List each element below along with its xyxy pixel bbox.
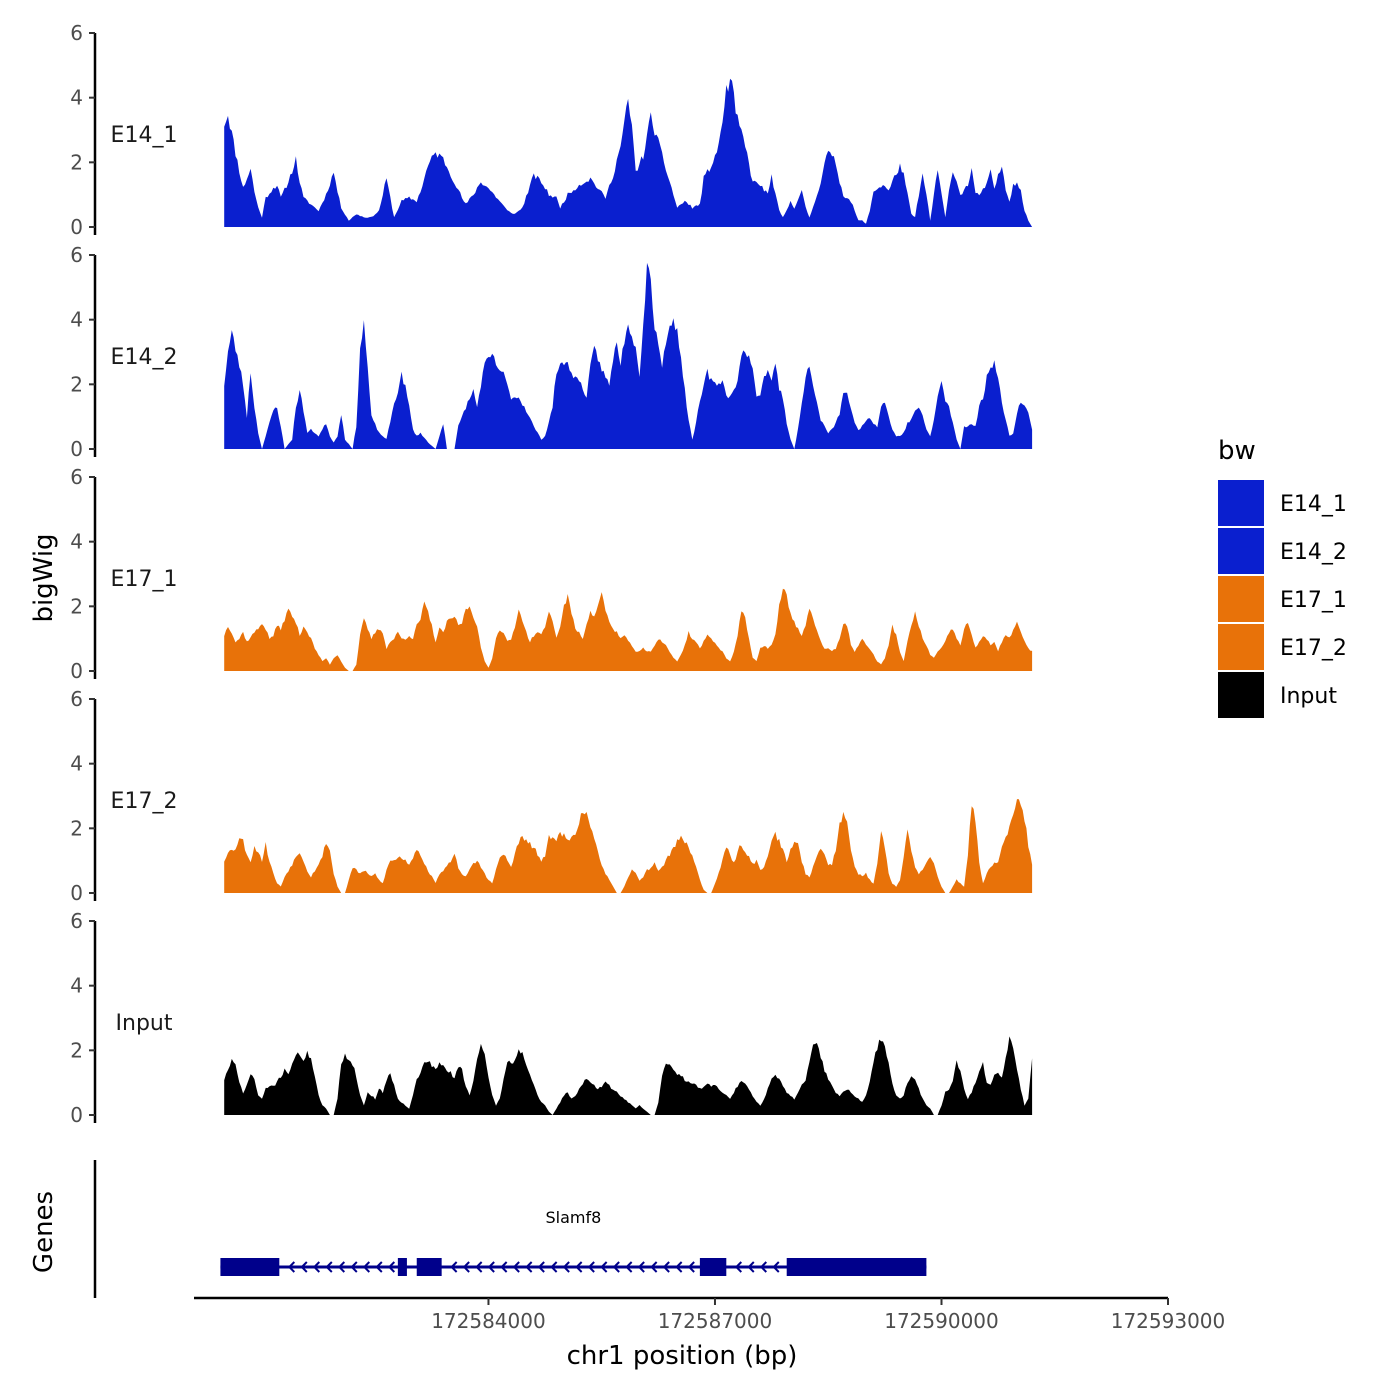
signal-area-E17_1	[224, 588, 1033, 671]
legend-title: bw	[1218, 436, 1256, 466]
track-E17_1: 0 2 4 6 E17_1	[70, 465, 1033, 683]
y-tick-label: 4	[70, 974, 83, 998]
strand-arrow	[512, 1261, 520, 1273]
y-tick-label: 6	[70, 21, 83, 45]
y-tick-label: 6	[70, 465, 83, 489]
track-Input: 0 2 4 6 Input	[70, 909, 1033, 1127]
legend-swatch-E17_1	[1218, 576, 1264, 622]
strand-arrow	[350, 1261, 358, 1273]
legend-label-Input: Input	[1280, 684, 1337, 709]
strand-arrow	[475, 1261, 483, 1273]
track-E14_1: 0 2 4 6 E14_1	[70, 21, 1033, 239]
legend-swatch-E14_2	[1218, 528, 1264, 574]
track-label-E14_1: E14_1	[111, 123, 178, 148]
strand-arrow	[450, 1261, 458, 1273]
genes-axis-title: Genes	[29, 1191, 59, 1273]
strand-arrow	[612, 1261, 620, 1273]
strand-arrow	[687, 1261, 695, 1273]
legend-label-E17_2: E17_2	[1280, 636, 1347, 661]
strand-arrow	[337, 1261, 346, 1273]
x-tick-label: 172584000	[431, 1309, 546, 1333]
y-tick-label: 6	[70, 243, 83, 267]
strand-arrow	[675, 1261, 683, 1273]
signal-area-E14_2	[224, 262, 1033, 449]
strand-arrow	[487, 1261, 495, 1273]
strand-arrow	[362, 1261, 371, 1273]
y-tick-label: 0	[70, 1103, 83, 1127]
y-tick-label: 2	[70, 594, 83, 618]
legend: bw E14_1 E14_2 E17_1 E17_2 Input	[1218, 436, 1347, 718]
gene-track: Slamf8	[93, 1160, 927, 1298]
x-axis-title: chr1 position (bp)	[567, 1341, 798, 1371]
strand-arrow	[387, 1261, 396, 1273]
x-tick-label: 172593000	[1111, 1309, 1226, 1333]
signal-area-Input	[224, 1036, 1033, 1115]
strand-arrow	[600, 1261, 608, 1273]
track-label-E17_1: E17_1	[111, 567, 178, 592]
signal-area-E17_2	[224, 799, 1033, 893]
legend-swatch-E17_2	[1218, 624, 1264, 670]
y-axis-title: bigWig	[29, 533, 59, 622]
y-tick-label: 4	[70, 530, 83, 554]
x-tick-label: 172587000	[658, 1309, 773, 1333]
strand-arrow	[500, 1261, 508, 1273]
legend-swatch-E14_1	[1218, 480, 1264, 526]
legend-label-E14_2: E14_2	[1280, 540, 1347, 565]
strand-arrow	[287, 1261, 296, 1273]
legend-label-E14_1: E14_1	[1280, 492, 1347, 517]
y-tick-label: 2	[70, 150, 83, 174]
strand-arrow	[300, 1261, 308, 1273]
y-tick-label: 0	[70, 881, 83, 905]
strand-arrow	[537, 1261, 545, 1273]
gene-exon	[416, 1258, 442, 1276]
strand-arrow	[562, 1261, 570, 1273]
track-label-Input: Input	[116, 1011, 173, 1036]
strand-arrow	[772, 1261, 780, 1273]
strand-arrow	[575, 1261, 583, 1273]
strand-arrow	[650, 1261, 658, 1273]
gene-name-label: Slamf8	[546, 1208, 602, 1227]
strand-arrow	[734, 1261, 743, 1273]
strand-arrow	[312, 1261, 321, 1273]
y-tick-label: 0	[70, 659, 83, 683]
signal-area-E14_1	[224, 78, 1033, 227]
y-tick-label: 4	[70, 86, 83, 110]
track-E14_2: 0 2 4 6 E14_2	[70, 243, 1033, 461]
legend-label-E17_1: E17_1	[1280, 588, 1347, 613]
strand-arrow	[662, 1261, 670, 1273]
strand-arrow	[375, 1261, 383, 1273]
track-label-E14_2: E14_2	[111, 345, 178, 370]
y-tick-label: 2	[70, 372, 83, 396]
gene-exon	[699, 1258, 727, 1276]
strand-arrow	[587, 1261, 595, 1273]
gene-exon	[220, 1258, 280, 1276]
y-tick-label: 2	[70, 816, 83, 840]
x-tick-label: 172590000	[884, 1309, 999, 1333]
y-tick-label: 4	[70, 752, 83, 776]
y-tick-label: 6	[70, 909, 83, 933]
y-tick-label: 6	[70, 687, 83, 711]
strand-arrow	[325, 1261, 333, 1273]
strand-arrow	[637, 1261, 645, 1273]
y-tick-label: 0	[70, 437, 83, 461]
strand-arrow	[462, 1261, 470, 1273]
track-E17_2: 0 2 4 6 E17_2	[70, 687, 1033, 905]
strand-arrow	[550, 1261, 558, 1273]
gene-exon	[786, 1258, 927, 1276]
gene-exon	[397, 1258, 407, 1276]
x-axis: 172584000 172587000 172590000 172593000	[194, 1296, 1226, 1333]
y-tick-label: 2	[70, 1038, 83, 1062]
track-label-E17_2: E17_2	[111, 789, 178, 814]
strand-arrow	[759, 1261, 768, 1273]
strand-arrow	[525, 1261, 533, 1273]
y-tick-label: 4	[70, 308, 83, 332]
y-tick-label: 0	[70, 215, 83, 239]
legend-swatch-Input	[1218, 672, 1264, 718]
tracks-layer: 0 2 4 6 E14_1 0 2 4 6 E14_2 0 2 4 6 E17_1 0 2 4 6 E17_2 0 2 4 6…	[70, 21, 1033, 1127]
strand-arrow	[747, 1261, 755, 1273]
strand-arrow	[625, 1261, 633, 1273]
